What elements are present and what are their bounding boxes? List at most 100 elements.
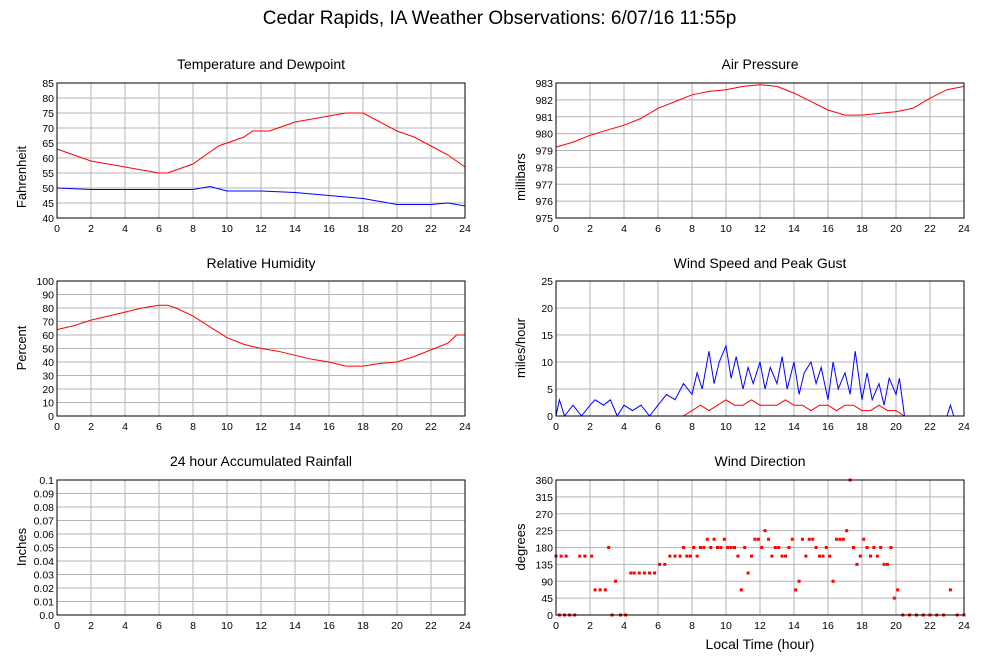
humidity-xtick-label: 20 [391, 421, 403, 433]
rain-xtick-label: 2 [88, 620, 94, 632]
direction-point [824, 546, 828, 549]
direction-ytick-label: 225 [535, 526, 553, 538]
temp-ytick-label: 70 [42, 123, 54, 135]
wind-ytick-label: 0 [547, 411, 553, 423]
rain-xtick-label: 16 [323, 620, 335, 632]
wind-ytick-label: 20 [541, 303, 553, 315]
temp-xtick-label: 22 [425, 223, 437, 235]
direction-point [889, 546, 893, 549]
direction-point [629, 571, 633, 575]
direction-point [865, 546, 869, 549]
direction-point [729, 546, 733, 549]
direction-point [583, 554, 587, 558]
direction-point [678, 554, 682, 558]
temp-xtick-label: 18 [357, 223, 369, 235]
pressure-ytick-label: 983 [535, 78, 553, 90]
humidity-ytick-label: 10 [42, 398, 54, 410]
direction-xtick-label: 2 [587, 620, 593, 632]
pressure-xtick-label: 12 [754, 223, 766, 235]
temp-ytick-label: 80 [42, 93, 54, 105]
direction-point [801, 537, 804, 541]
direction-point [838, 537, 842, 541]
direction-point [739, 588, 743, 592]
wind-xtick-label: 24 [958, 421, 970, 433]
humidity-xtick-label: 10 [221, 421, 233, 433]
rain-plot-frame [56, 479, 466, 616]
direction-xtick-label: 20 [890, 620, 902, 632]
direction-point [598, 588, 602, 592]
pressure-xtick-label: 18 [856, 223, 868, 235]
temp-xtick-label: 20 [391, 223, 403, 235]
pressure-xtick-label: 10 [720, 223, 732, 235]
wind-xtick-label: 2 [587, 421, 593, 433]
direction-point [719, 546, 723, 549]
direction-point [736, 554, 740, 558]
temp-ytick-label: 75 [42, 108, 54, 120]
humidity-xtick-label: 0 [54, 421, 60, 433]
direction-point [760, 546, 764, 549]
direction-xtick-label: 14 [788, 620, 800, 632]
humidity-xtick-label: 12 [255, 421, 267, 433]
temp-title: Temperature and Dewpoint [177, 56, 345, 72]
direction-ytick-label: 270 [535, 509, 553, 521]
direction-point [845, 529, 849, 533]
wind-xtick-label: 14 [788, 421, 800, 433]
rain-xtick-label: 0 [54, 620, 60, 632]
direction-point [743, 546, 747, 549]
pressure-xtick-label: 24 [958, 223, 970, 235]
direction-xtick-label: 16 [822, 620, 834, 632]
page-title: Cedar Rapids, IA Weather Observations: 6… [262, 8, 737, 29]
direction-point [886, 562, 889, 566]
rain-xtick-label: 24 [459, 620, 471, 632]
direction-point [879, 546, 883, 549]
direction-xtick-label: 24 [958, 620, 970, 632]
direction-point [770, 554, 774, 558]
pressure-xtick-label: 22 [924, 223, 936, 235]
rain-ytick-label: 0.05 [34, 543, 55, 555]
direction-point [784, 554, 787, 558]
pressure-ytick-label: 976 [535, 196, 553, 208]
rain-xtick-label: 14 [289, 620, 301, 632]
wind-ytick-label: 5 [547, 384, 553, 396]
temp-ytick-label: 60 [42, 153, 54, 165]
temp-xtick-label: 6 [156, 223, 162, 235]
direction-point [811, 537, 815, 541]
humidity-ytick-label: 70 [42, 317, 54, 329]
direction-point [726, 546, 730, 549]
direction-point [794, 588, 798, 592]
pressure-xtick-label: 6 [655, 223, 661, 235]
direction-point [821, 554, 825, 558]
direction-point [869, 554, 872, 558]
direction-point [773, 546, 777, 549]
direction-xtick-label: 10 [720, 620, 732, 632]
direction-point [688, 554, 692, 558]
direction-point [852, 546, 855, 549]
rain-xtick-label: 20 [391, 620, 403, 632]
rain-xtick-label: 8 [190, 620, 196, 632]
temp-ylabel: Fahrenheit [14, 146, 29, 209]
direction-point [733, 546, 736, 549]
humidity-title: Relative Humidity [207, 255, 316, 271]
direction-point [896, 588, 900, 592]
direction-point [831, 579, 835, 583]
direction-point [559, 554, 563, 558]
rain-ytick-label: 0.01 [34, 597, 55, 609]
rain-xtick-label: 18 [357, 620, 369, 632]
direction-point [637, 571, 641, 575]
direction-point [828, 554, 832, 558]
wind-ytick-label: 25 [541, 276, 553, 288]
direction-point [716, 546, 719, 549]
rain-ytick-label: 0.1 [39, 475, 54, 487]
direction-xtick-label: 0 [553, 620, 559, 632]
temp-xtick-label: 2 [88, 223, 94, 235]
temp-ytick-label: 50 [42, 183, 54, 195]
direction-point [692, 546, 696, 549]
direction-ylabel: degrees [513, 523, 528, 570]
temp-xtick-label: 12 [255, 223, 267, 235]
humidity-xtick-label: 24 [459, 421, 471, 433]
direction-point [797, 579, 801, 583]
temp-xtick-label: 14 [289, 223, 301, 235]
humidity-series-1-line [56, 304, 465, 367]
